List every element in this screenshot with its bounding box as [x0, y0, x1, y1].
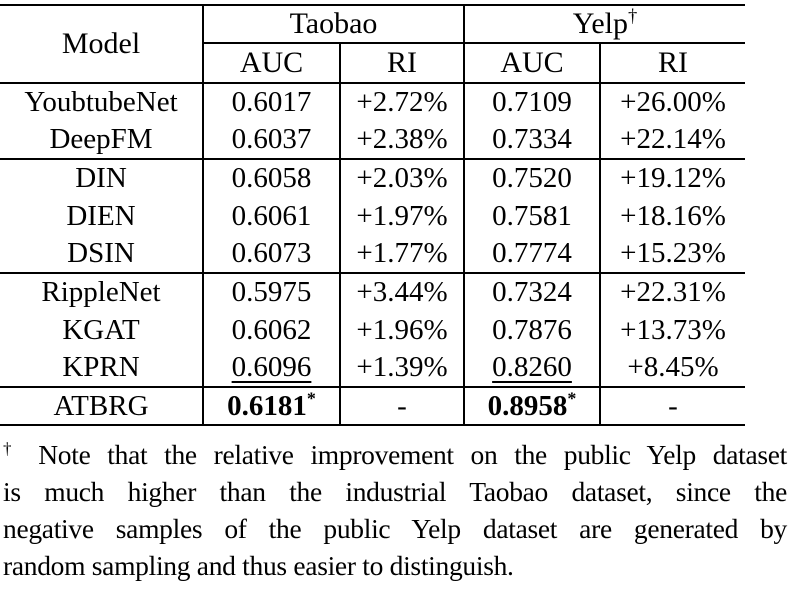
auc-cell-best: 0.8958* — [464, 386, 601, 426]
model-cell: ATBRG — [0, 386, 204, 426]
table-row-ripplenet: RippleNet 0.5975 +3.44% 0.7324 +22.31% — [0, 272, 746, 311]
auc-cell: 0.6061 — [203, 197, 341, 235]
yelp-group-header: Yelp† — [464, 5, 746, 44]
underlined-value: 0.6096 — [231, 351, 312, 383]
auc-cell-second-best: 0.8260 — [464, 349, 601, 387]
underlined-value: 0.8260 — [492, 351, 572, 383]
ri-cell: +1.96% — [340, 311, 465, 349]
ri-cell: +13.73% — [620, 313, 726, 346]
ri-cell: - — [340, 386, 465, 426]
taobao-label: Taobao — [289, 7, 378, 40]
auc-cell: 0.7324 — [464, 272, 601, 311]
taobao-ri-header: RI — [340, 43, 465, 84]
model-cell: DIEN — [0, 197, 204, 235]
ri-cell: +3.44% — [340, 272, 465, 311]
dagger-icon: † — [3, 438, 22, 458]
auc-cell: 0.6062 — [203, 311, 341, 349]
ri-cell: +1.97% — [340, 197, 465, 235]
ri-cell: +2.72% — [340, 83, 465, 121]
model-cell: KPRN — [0, 349, 204, 387]
auc-cell: 0.7334 — [464, 121, 601, 159]
model-cell: YoubtubeNet — [0, 83, 204, 121]
ri-cell: +2.38% — [340, 121, 465, 159]
model-cell: DIN — [0, 158, 204, 197]
auc-cell: 0.7520 — [464, 158, 601, 197]
ri-cell: +26.00% — [620, 86, 726, 118]
asterisk-icon: * — [306, 387, 316, 408]
table-row-dsin: DSIN 0.6073 +1.77% 0.7774 +15.23% — [0, 235, 745, 273]
group-header-row: Model Taobao Yelp† — [0, 5, 746, 84]
ri-cell: +1.39% — [340, 349, 465, 387]
auc-cell: 0.6058 — [203, 158, 341, 197]
auc-cell-best: 0.6181* — [203, 386, 341, 426]
auc-cell: 0.7876 — [464, 311, 601, 349]
ri-cell: +8.45% — [627, 351, 719, 383]
best-value: 0.8958 — [487, 389, 568, 422]
table-row-dien: DIEN 0.6061 +1.97% 0.7581 +18.16% — [0, 197, 745, 235]
auc-cell: 0.7109 — [464, 83, 601, 121]
auc-cell: 0.5975 — [203, 272, 341, 311]
footnote-line: negative samples of the public Yelp data… — [3, 513, 787, 544]
best-value: 0.6181 — [227, 389, 307, 422]
auc-cell: 0.6017 — [203, 83, 341, 121]
table-row-din: DIN 0.6058 +2.03% 0.7520 +19.12% — [0, 158, 746, 197]
table-row-kprn: KPRN 0.6096 +1.39% 0.8260 +8.45% — [0, 349, 745, 387]
auc-cell: 0.7581 — [464, 197, 601, 235]
results-table: Model Taobao Yelp† AUC RI AUC RI Youbtub… — [0, 4, 746, 426]
footnote-text: Note that the relative improvement on th… — [38, 439, 787, 470]
model-cell: DeepFM — [0, 121, 204, 159]
table-row-deepfm: DeepFM 0.6037 +2.38% 0.7334 +22.14% — [0, 121, 745, 159]
model-cell: RippleNet — [0, 272, 204, 311]
ri-cell: +22.31% — [600, 272, 746, 311]
ri-cell: +19.12% — [600, 158, 746, 197]
ri-cell: - — [600, 386, 746, 426]
auc-cell-second-best: 0.6096 — [203, 349, 341, 387]
table-row-atbrg: ATBRG 0.6181* - 0.8958* - — [0, 386, 746, 426]
model-cell: KGAT — [0, 311, 204, 349]
yelp-ri-header: RI — [600, 43, 746, 84]
auc-cell: 0.6037 — [203, 121, 341, 159]
ri-cell: +1.77% — [340, 235, 465, 273]
yelp-auc-header: AUC — [464, 43, 601, 84]
yelp-label: Yelp — [572, 7, 629, 40]
footnote-line: † Note that the relative improvement on … — [3, 436, 787, 473]
asterisk-icon: * — [567, 387, 577, 408]
footnote-line: random sampling and thus easier to disti… — [3, 550, 514, 581]
dagger-icon: † — [628, 6, 638, 27]
table-footnote: † Note that the relative improvement on … — [0, 436, 790, 584]
ri-cell: +2.03% — [340, 158, 465, 197]
model-column-header: Model — [0, 5, 204, 84]
model-cell: DSIN — [0, 235, 204, 273]
sub-header-row: AUC RI AUC RI — [0, 43, 746, 84]
taobao-auc-header: AUC — [203, 43, 341, 84]
auc-cell: 0.7774 — [464, 235, 601, 273]
table-row-youbtubenet: YoubtubeNet 0.6017 +2.72% 0.7109 +26.00% — [0, 83, 745, 121]
taobao-group-header: Taobao — [203, 5, 465, 44]
footnote-line: is much higher than the industrial Taoba… — [3, 476, 787, 507]
table-row-kgat: KGAT 0.6062 +1.96% 0.7876 +13.73% — [0, 311, 745, 349]
ri-cell: +22.14% — [620, 123, 726, 155]
ri-cell: +15.23% — [620, 237, 726, 269]
auc-cell: 0.6073 — [203, 235, 341, 273]
ri-cell: +18.16% — [620, 199, 726, 232]
